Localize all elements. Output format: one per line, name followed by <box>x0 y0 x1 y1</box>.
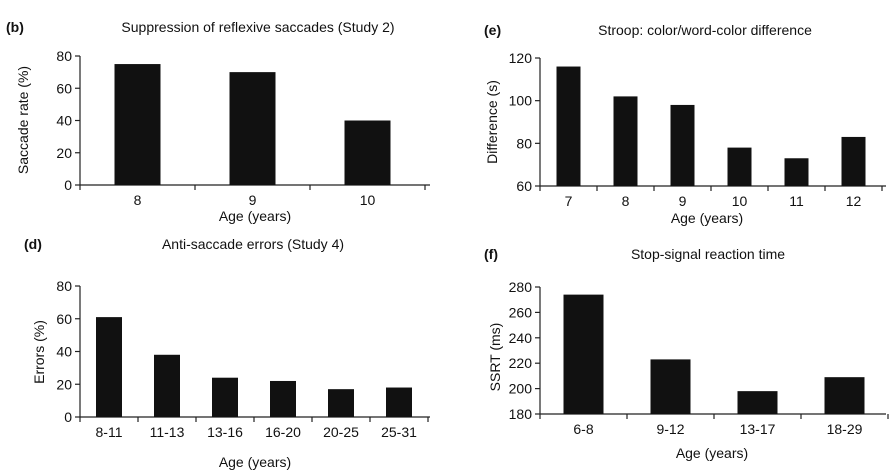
bar-d-25-31 <box>386 387 412 417</box>
plot-area-f: 180 200 220 240 260 280 6-8 9-12 13-17 18-29 <box>509 279 889 437</box>
bar-e-8 <box>613 96 638 186</box>
bar-f-18-29 <box>824 377 865 414</box>
y-tick-label-b: 60 <box>56 80 72 96</box>
bar-f-6-8 <box>563 294 604 414</box>
y-tick-label-f: 260 <box>509 304 533 320</box>
x-tick-label-e: 9 <box>679 193 687 209</box>
y-tick-label-b: 0 <box>64 177 72 193</box>
bar-e-7 <box>556 66 581 186</box>
panel-label-e: (e) <box>484 22 501 38</box>
y-tick-label-f: 220 <box>509 355 533 371</box>
x-tick-label-d: 13-16 <box>207 424 243 440</box>
y-tick-label-d: 80 <box>56 278 72 294</box>
x-tick-label-b: 10 <box>360 192 376 208</box>
y-axis-label-e: Difference (s) <box>484 80 500 164</box>
x-tick-label-f: 9-12 <box>656 421 684 437</box>
x-tick-label-b: 9 <box>249 192 257 208</box>
x-axis-label-f: Age (years) <box>676 445 748 461</box>
bar-e-10 <box>727 147 752 186</box>
panel-d: (d) Anti-saccade errors (Study 4) Age (y… <box>24 236 430 470</box>
x-tick-label-d: 11-13 <box>150 424 185 440</box>
y-tick-label-b: 20 <box>56 145 72 161</box>
x-tick-label-b: 8 <box>134 192 142 208</box>
y-tick-label-e: 100 <box>509 93 533 109</box>
panel-f: (f) Stop-signal reaction time Age (years… <box>484 246 889 461</box>
bar-b-9 <box>229 72 276 185</box>
bar-d-11-13 <box>154 354 180 417</box>
x-tick-label-e: 10 <box>732 193 748 209</box>
x-tick-label-f: 18-29 <box>827 421 863 437</box>
y-tick-label-b: 40 <box>56 113 72 129</box>
bar-b-10 <box>344 120 391 185</box>
x-tick-label-e: 8 <box>622 193 630 209</box>
x-tick-label-e: 7 <box>565 193 573 209</box>
x-tick-label-d: 20-25 <box>323 424 359 440</box>
x-tick-label-d: 16-20 <box>265 424 301 440</box>
y-tick-label-f: 280 <box>509 279 533 295</box>
bar-f-13-17 <box>737 391 778 414</box>
y-tick-label-d: 0 <box>64 409 72 425</box>
chart-title-b: Suppression of reflexive saccades (Study… <box>121 19 394 35</box>
x-axis-label-b: Age (years) <box>219 208 291 224</box>
y-tick-label-b: 80 <box>56 48 72 64</box>
x-tick-label-e: 11 <box>789 193 804 209</box>
x-axis-label-e: Age (years) <box>671 210 743 226</box>
x-tick-label-f: 6-8 <box>573 421 593 437</box>
y-tick-label-f: 180 <box>509 406 533 422</box>
chart-title-f: Stop-signal reaction time <box>631 246 785 262</box>
plot-area-d: 0 20 40 60 80 8-11 11-13 13-16 16-20 20-25 25-31 <box>56 278 430 440</box>
bar-e-9 <box>670 104 695 186</box>
plot-area-e: 60 80 100 120 7 8 9 10 11 12 <box>509 50 886 209</box>
x-tick-label-d: 8-11 <box>96 424 123 440</box>
y-axis-label-d: Errors (%) <box>31 320 47 384</box>
bar-d-20-25 <box>328 389 354 417</box>
x-tick-label-d: 25-31 <box>381 424 417 440</box>
y-tick-label-d: 60 <box>56 311 72 327</box>
panel-b: (b) Suppression of reflexive saccades (S… <box>6 19 430 224</box>
y-tick-label-f: 200 <box>509 381 533 397</box>
y-axis-label-f: SSRT (ms) <box>487 323 503 392</box>
panel-label-b: (b) <box>6 19 24 35</box>
bar-e-12 <box>841 136 866 186</box>
x-tick-label-f: 13-17 <box>740 421 776 437</box>
y-tick-label-e: 80 <box>516 135 532 151</box>
y-tick-label-e: 60 <box>516 178 532 194</box>
plot-area-b: 0 20 40 60 80 8 9 10 <box>56 48 430 208</box>
panel-label-d: (d) <box>24 236 42 252</box>
x-tick-label-e: 12 <box>846 193 862 209</box>
y-axis-label-b: Saccade rate (%) <box>15 66 31 174</box>
bar-b-8 <box>114 64 161 185</box>
bar-e-11 <box>784 158 809 186</box>
y-tick-label-d: 20 <box>56 376 72 392</box>
y-tick-label-d: 40 <box>56 344 72 360</box>
chart-title-e: Stroop: color/word-color difference <box>598 22 812 38</box>
bar-d-16-20 <box>270 380 296 417</box>
bar-d-13-16 <box>212 377 238 417</box>
x-axis-label-d: Age (years) <box>219 454 291 470</box>
bar-d-8-11 <box>96 317 122 417</box>
panel-label-f: (f) <box>484 246 498 262</box>
panel-e: (e) Stroop: color/word-color difference … <box>484 22 886 226</box>
chart-title-d: Anti-saccade errors (Study 4) <box>162 236 344 252</box>
y-tick-label-e: 120 <box>509 50 533 66</box>
bar-f-9-12 <box>650 359 691 414</box>
y-tick-label-f: 240 <box>509 330 533 346</box>
